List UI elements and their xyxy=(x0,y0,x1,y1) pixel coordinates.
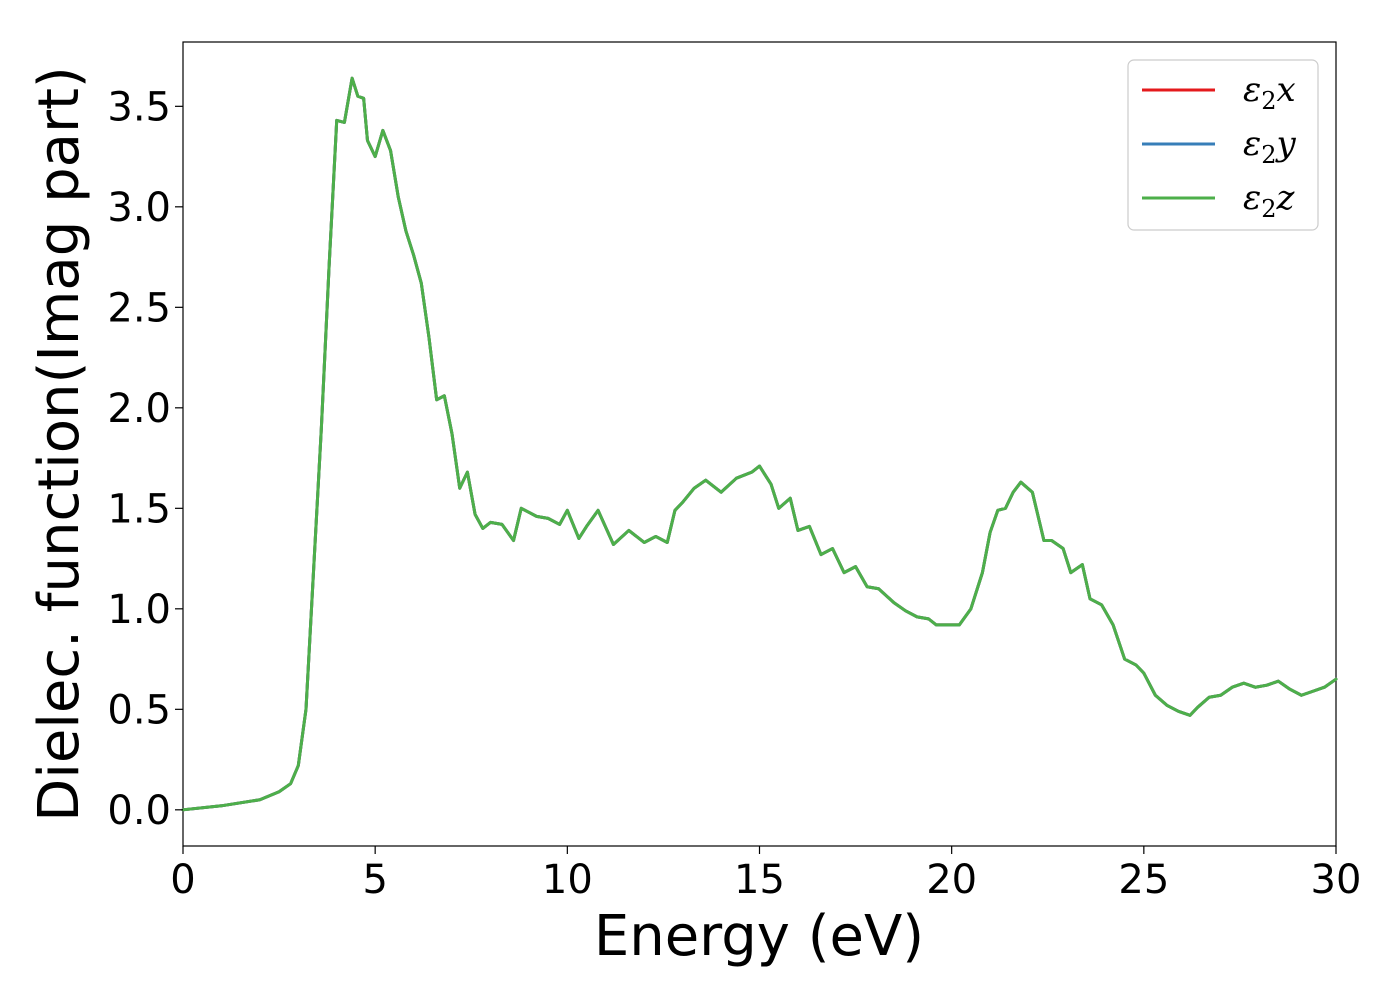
x-tick-label: 5 xyxy=(362,857,387,903)
x-tick-label: 30 xyxy=(1311,857,1362,903)
legend-label-z: ε2z xyxy=(1243,178,1296,223)
y-tick-label: 1.0 xyxy=(107,587,171,633)
legend-label-suffix: y xyxy=(1275,124,1297,164)
series-line-z xyxy=(181,76,1338,812)
x-tick-label: 0 xyxy=(170,857,195,903)
legend-label-suffix: z xyxy=(1276,178,1296,218)
y-tick-label: 3.0 xyxy=(107,185,171,231)
legend-box xyxy=(1127,59,1319,231)
y-tick-label: 0.5 xyxy=(107,687,171,733)
y-axis-title: Dielec. function(Imag part) xyxy=(27,66,92,822)
legend-label-suffix: x xyxy=(1277,70,1296,110)
legend-label-base: ε xyxy=(1243,70,1261,110)
y-tick-label: 0.0 xyxy=(107,788,171,834)
legend-label-subscript: 2 xyxy=(1261,87,1276,115)
y-tick-label: 2.0 xyxy=(107,386,171,432)
x-tick-label: 25 xyxy=(1118,857,1169,903)
legend-label-base: ε xyxy=(1243,178,1261,218)
x-axis-title: Energy (eV) xyxy=(594,904,924,969)
legend-label-x: ε2x xyxy=(1243,70,1296,115)
x-tick-label: 10 xyxy=(542,857,593,903)
legend-label-base: ε xyxy=(1243,124,1261,164)
x-axis-ticks: 0 5 10 15 20 25 30 xyxy=(170,846,1361,903)
legend-label-subscript: 2 xyxy=(1261,141,1276,169)
y-tick-label: 1.5 xyxy=(107,486,171,532)
x-tick-label: 20 xyxy=(926,857,977,903)
series-layer xyxy=(181,76,1338,812)
y-axis-ticks: 0.0 0.5 1.0 1.5 2.0 2.5 3.0 3.5 xyxy=(107,84,183,834)
legend-label-y: ε2y xyxy=(1243,124,1297,169)
y-tick-label: 3.5 xyxy=(107,84,171,130)
legend-label-subscript: 2 xyxy=(1261,195,1276,223)
y-tick-label: 2.5 xyxy=(107,285,171,331)
x-tick-label: 15 xyxy=(734,857,785,903)
